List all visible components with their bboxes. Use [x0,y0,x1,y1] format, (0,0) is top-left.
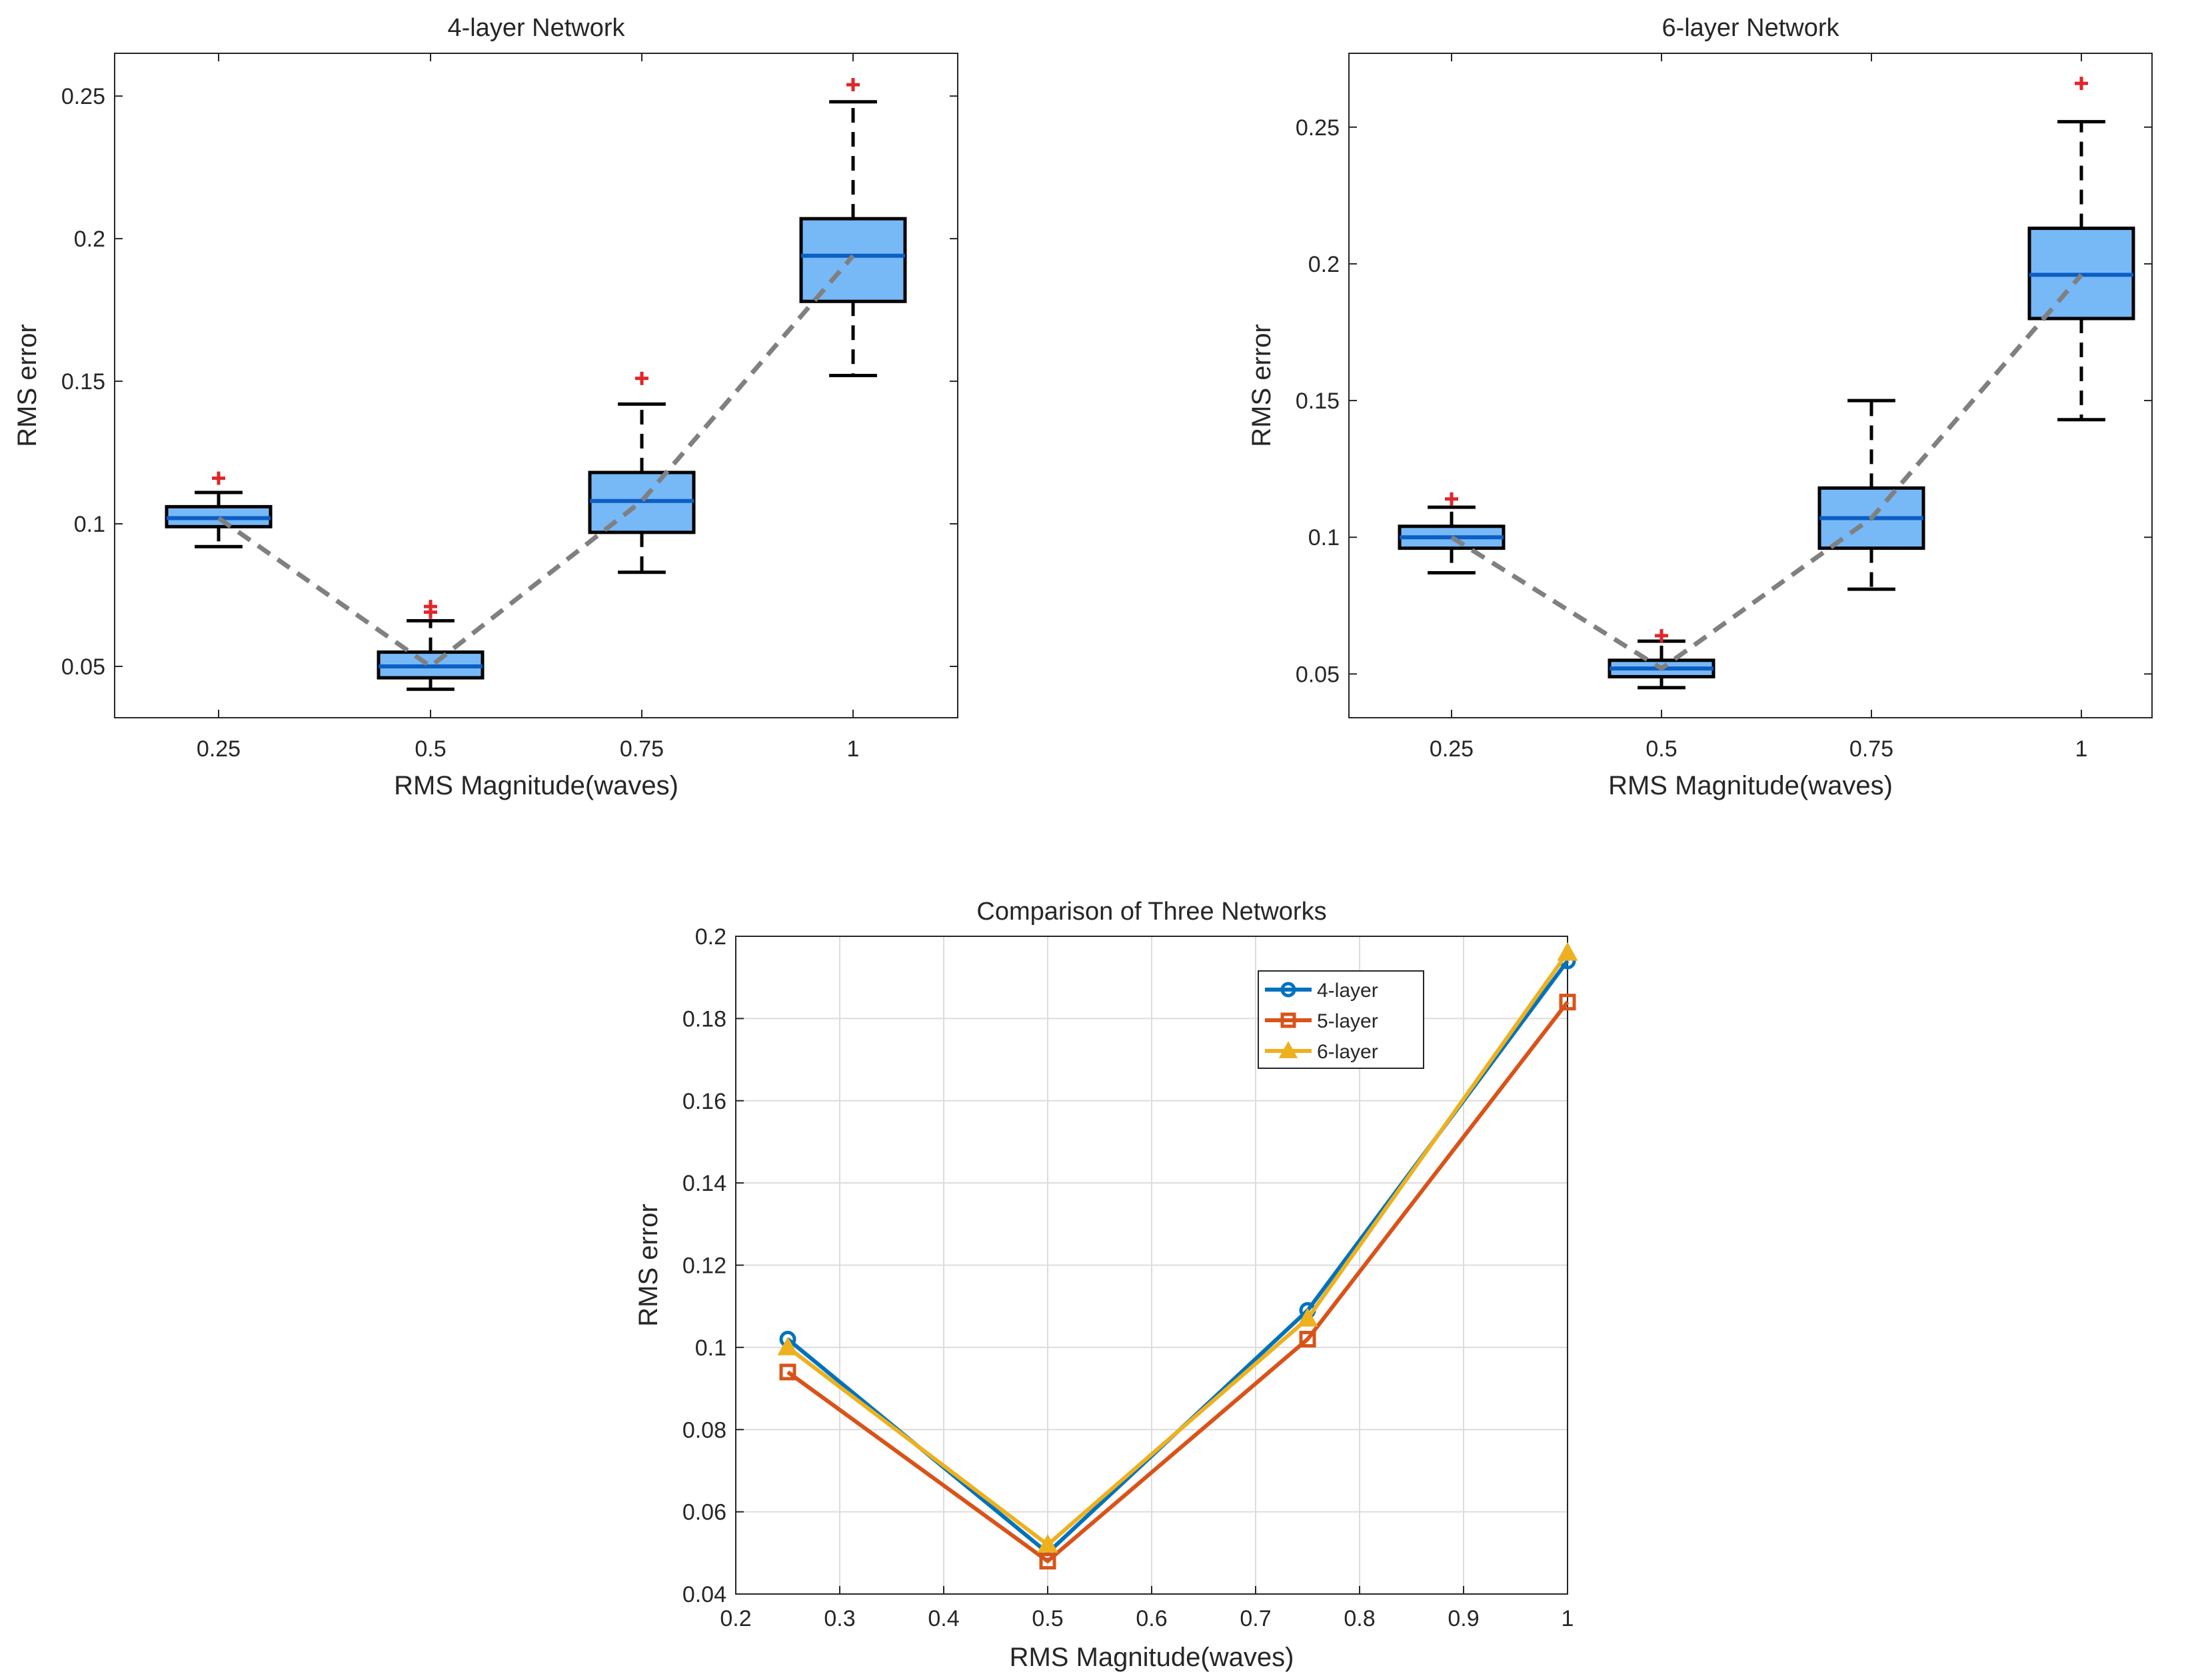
box-0.5 [377,600,485,691]
x-tick-label: 0.5 [1646,736,1677,762]
x-tick-label: 0.2 [720,1606,751,1631]
x-tick-label: 0.5 [415,736,446,762]
y-tick-label: 0.05 [61,654,105,680]
marker-square [1280,1012,1296,1028]
y-tick-label: 0.1 [74,512,105,537]
legend-item-5-layer: 5-layer [1265,1010,1378,1032]
y-axis-label: RMS error [13,324,42,446]
x-tick-label: 0.3 [824,1606,855,1631]
y-axis-label: RMS error [1247,324,1276,446]
y-tick-label: 0.1 [1308,525,1340,550]
legend: 4-layer 5-layer 6-layer [1258,970,1424,1069]
y-tick-label: 0.15 [1296,389,1340,414]
outlier-marker [1445,492,1458,506]
y-tick-label: 0.16 [682,1089,726,1114]
y-tick-label: 0.04 [682,1582,726,1607]
series-line [786,1000,1570,1563]
chart-4-layer-network: 4-layer Network RMS Magnitude(waves) RMS… [13,14,958,800]
y-tick-label: 0.25 [1296,115,1340,141]
x-tick-label: 0.7 [1240,1606,1271,1631]
y-tick-label: 0.18 [682,1006,726,1032]
x-tick-label: 0.25 [197,736,241,762]
legend-label: 4-layer [1317,980,1378,1002]
x-tick-label: 0.8 [1344,1606,1375,1631]
y-tick-label: 0.06 [682,1500,726,1525]
legend-item-6-layer: 6-layer [1265,1041,1378,1063]
outlier-marker [2075,77,2088,91]
legend-item-4-layer: 4-layer [1265,980,1378,1002]
series-6-layer [777,942,1578,1553]
outlier-marker [212,471,225,485]
marker-triangle [1278,1041,1298,1058]
legend-label: 6-layer [1317,1041,1378,1063]
x-tick-label: 0.4 [928,1606,959,1631]
box-0.25 [1398,492,1506,575]
outlier-marker [1655,628,1668,642]
series-5-layer [779,994,1576,1570]
chart-comparison-of-three-networks: Comparison of Three Networks RMS Magnitu… [634,898,1578,1672]
y-tick-label: 0.14 [682,1171,726,1196]
y-tick-label: 0.08 [682,1417,726,1443]
y-tick-label: 0.05 [1296,662,1340,687]
y-axis-label: RMS error [634,1204,663,1326]
y-tick-label: 0.12 [682,1254,726,1279]
marker-triangle [1297,1307,1318,1327]
x-tick-label: 0.25 [1430,736,1474,762]
outlier-marker [635,371,648,385]
marker-triangle [1557,942,1578,961]
x-tick-label: 1 [2075,736,2088,762]
box-0.5 [1608,628,1715,690]
box-1 [2027,77,2135,422]
marker-square [1299,1331,1316,1348]
x-axis-label: RMS Magnitude(waves) [394,771,678,800]
chart-title: 6-layer Network [1661,14,1839,42]
plot-area [1348,53,2153,718]
y-tick-label: 0.15 [61,369,105,395]
legend-label: 5-layer [1317,1010,1378,1032]
x-tick-label: 1 [847,736,860,762]
chart-6-layer-network: 6-layer Network RMS Magnitude(waves) RMS… [1247,14,2153,800]
chart-title: 4-layer Network [447,14,625,42]
marker-triangle [777,1336,798,1355]
marker-square [779,1363,796,1381]
box-1 [799,78,907,378]
x-axis-label: RMS Magnitude(waves) [1608,771,1893,800]
marker-square [1559,994,1576,1011]
x-axis-label: RMS Magnitude(waves) [1010,1643,1294,1672]
x-tick-label: 0.9 [1448,1606,1479,1631]
series-line [786,951,1570,1547]
y-tick-label: 0.25 [61,84,105,109]
outlier-marker [424,600,437,614]
x-tick-label: 0.5 [1032,1606,1063,1631]
y-tick-label: 0.1 [695,1335,726,1361]
x-tick-label: 0.75 [620,736,664,762]
marker-square [1039,1553,1056,1570]
median-trend-line [217,254,855,670]
outlier-marker [846,78,860,92]
y-tick-label: 0.2 [1308,252,1340,277]
box-0.75 [588,371,696,574]
x-tick-label: 0.75 [1849,736,1893,762]
x-tick-label: 0.6 [1136,1606,1167,1631]
box-iqr [799,217,907,303]
y-tick-label: 0.2 [695,924,726,950]
plot-area [114,53,958,718]
marker-circle [1280,982,1296,998]
chart-title: Comparison of Three Networks [976,898,1326,926]
y-tick-label: 0.2 [74,227,105,252]
x-tick-label: 1 [1562,1606,1574,1631]
median-trend-line [1450,273,2083,672]
marker-triangle [1037,1533,1058,1553]
